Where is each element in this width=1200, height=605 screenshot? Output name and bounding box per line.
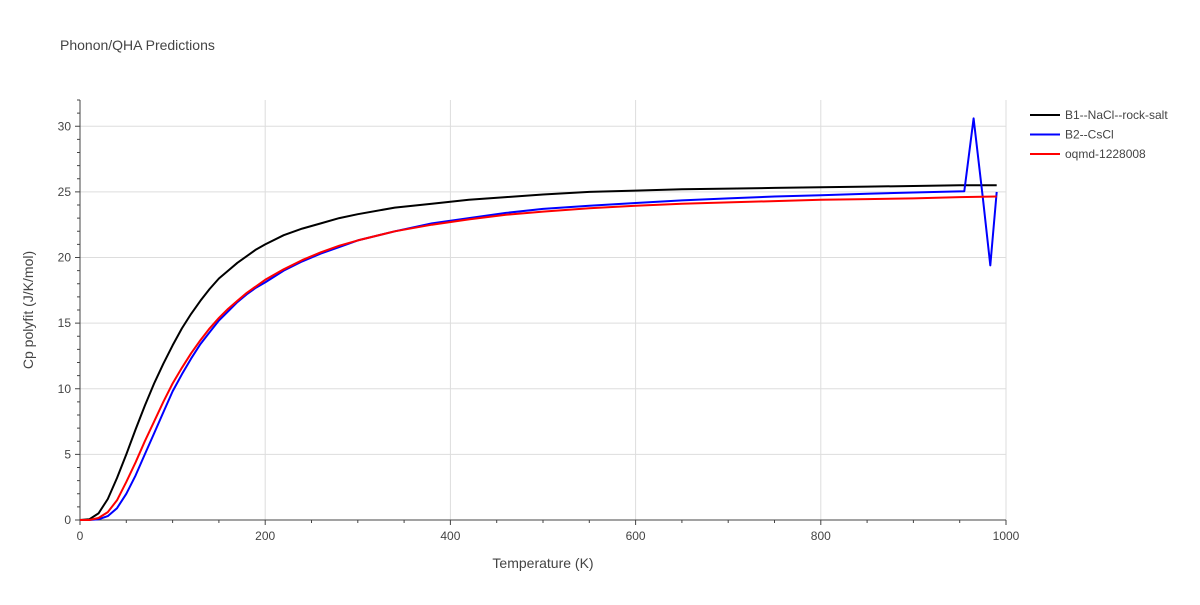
- series-line-oqmd-1228008: [80, 195, 997, 521]
- x-axis-label: Temperature (K): [492, 555, 593, 571]
- grid-lines: [80, 100, 1007, 520]
- y-tick-label: 15: [58, 316, 72, 330]
- y-tick-label: 20: [58, 251, 72, 265]
- legend-label-oqmd-1228008[interactable]: oqmd-1228008: [1065, 147, 1146, 161]
- y-tick-label: 5: [64, 447, 71, 461]
- series-line-b1-nacl-rock-salt: [79, 184, 997, 521]
- x-tick-label: 200: [255, 529, 275, 543]
- series-line-b2-cscl: [80, 117, 998, 521]
- y-tick-label: 25: [58, 185, 72, 199]
- series-lines: [79, 117, 998, 521]
- axes: [79, 100, 1006, 521]
- x-tick-label: 400: [440, 529, 460, 543]
- x-tick-label: 600: [626, 529, 646, 543]
- legend-label-b1-nacl-rock-salt[interactable]: B1--NaCl--rock-salt: [1065, 108, 1168, 122]
- y-tick-label: 10: [58, 382, 72, 396]
- legend-label-b2-cscl[interactable]: B2--CsCl: [1065, 128, 1114, 142]
- legend[interactable]: B1--NaCl--rock-salt B2--CsCl oqmd-1228008: [1030, 108, 1168, 161]
- y-tick-label: 0: [64, 513, 71, 527]
- y-tick-label: 30: [58, 119, 72, 133]
- chart-title: Phonon/QHA Predictions: [60, 37, 215, 53]
- x-tick-label: 800: [811, 529, 831, 543]
- x-axis-ticks: 0 200 400 600 800 1000: [77, 520, 1020, 543]
- x-tick-label: 0: [77, 529, 84, 543]
- x-tick-label: 1000: [993, 529, 1020, 543]
- y-axis-ticks: 0 5 10 15 20 25 30: [58, 99, 80, 527]
- y-axis-label: Cp polyfit (J/K/mol): [20, 251, 36, 369]
